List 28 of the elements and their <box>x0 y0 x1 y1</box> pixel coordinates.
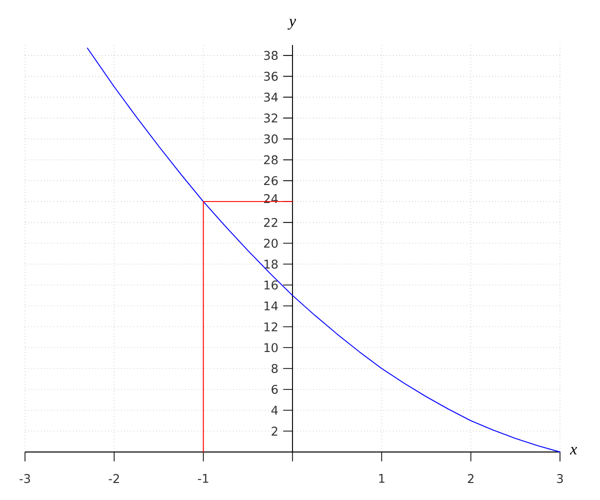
y-tick-label: 30 <box>264 134 278 144</box>
x-axis-title: x <box>570 447 578 454</box>
x-tick-label: 2 <box>468 474 474 483</box>
x-tick-label: -3 <box>20 474 30 484</box>
y-tick-label: 32 <box>264 114 278 123</box>
y-tick-label: 38 <box>264 50 278 60</box>
y-axis-title: y <box>288 18 296 30</box>
y-tick-label: 10 <box>264 343 278 352</box>
y-tick-label: 2 <box>272 426 278 436</box>
y-tick-label: 20 <box>264 238 278 248</box>
y-tick-label: 6 <box>272 384 278 394</box>
y-tick-label: 24 <box>264 194 278 203</box>
y-tick-label: 34 <box>264 92 278 102</box>
y-tick-label: 26 <box>264 176 278 186</box>
y-tick-label: 22 <box>264 218 278 227</box>
x-tick-label: -1 <box>198 474 208 483</box>
x-tick-label: -2 <box>108 474 119 483</box>
y-tick-label: 16 <box>264 280 278 290</box>
y-tick-label: 18 <box>264 260 278 269</box>
y-tick-label: 4 <box>271 406 278 415</box>
x-tick-label: 1 <box>379 474 384 483</box>
y-tick-label: 12 <box>264 322 278 332</box>
y-tick-label: 28 <box>264 155 278 164</box>
y-tick-label: 36 <box>264 72 278 81</box>
y-tick-label: 8 <box>272 364 278 374</box>
line-series <box>86 48 560 452</box>
x-tick-label: 3 <box>557 474 563 484</box>
y-tick-label: 14 <box>264 302 278 310</box>
